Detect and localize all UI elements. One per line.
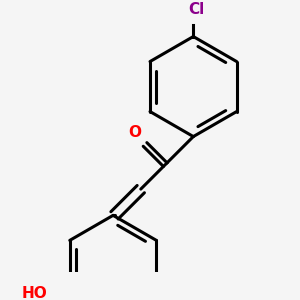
Text: O: O	[128, 125, 141, 140]
Text: Cl: Cl	[188, 2, 204, 16]
Text: HO: HO	[21, 286, 47, 300]
